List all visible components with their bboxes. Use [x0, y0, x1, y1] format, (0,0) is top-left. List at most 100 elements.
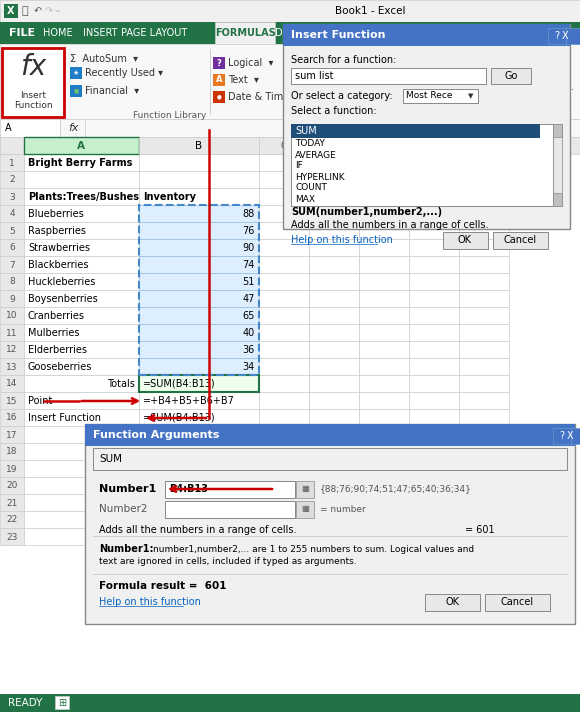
Text: ⎙: ⎙	[21, 6, 28, 16]
Bar	[288, 57, 300, 69]
Text: INSERT: INSERT	[83, 28, 117, 38]
Text: ★: ★	[73, 70, 79, 76]
Text: FILE: FILE	[9, 28, 35, 38]
Bar	[165, 481, 295, 498]
Bar	[409, 188, 459, 205]
Text: Lookup & Reference ▾: Lookup & Reference ▾	[303, 58, 401, 68]
Text: Number1: Number1	[99, 484, 156, 494]
Bar	[24, 528, 139, 545]
Bar	[213, 57, 225, 69]
Bar	[459, 171, 509, 188]
Text: C: C	[281, 141, 287, 151]
Text: X: X	[567, 431, 573, 441]
Bar	[409, 358, 459, 375]
Bar	[139, 528, 259, 545]
Bar	[309, 528, 359, 545]
Text: ↷: ↷	[45, 6, 53, 16]
Bar	[359, 137, 409, 154]
Bar	[409, 137, 459, 154]
Bar	[139, 375, 259, 392]
Text: fx: fx	[20, 53, 46, 81]
Text: SUM: SUM	[99, 454, 122, 464]
Bar	[259, 154, 309, 171]
Text: 40: 40	[243, 328, 255, 338]
Text: G: G	[480, 141, 488, 151]
Bar	[0, 511, 24, 528]
Text: 12: 12	[6, 345, 17, 355]
Bar	[459, 290, 509, 307]
Text: ▦: ▦	[301, 484, 309, 493]
Text: Function: Function	[14, 100, 52, 110]
Text: MAX: MAX	[295, 194, 315, 204]
Bar	[259, 341, 309, 358]
Text: ▦: ▦	[301, 505, 309, 513]
Bar	[359, 426, 409, 443]
Text: PAGE LAYOUT: PAGE LAYOUT	[121, 28, 187, 38]
Bar	[459, 426, 509, 443]
Bar	[0, 392, 24, 409]
Bar	[139, 307, 259, 324]
Text: Name: Name	[440, 72, 469, 82]
Bar	[359, 443, 409, 460]
Bar	[459, 154, 509, 171]
Text: HYPERLINK: HYPERLINK	[295, 172, 345, 182]
Text: B: B	[195, 141, 202, 151]
Bar	[259, 528, 309, 545]
Text: FORMULAS: FORMULAS	[215, 28, 276, 38]
Text: 74: 74	[242, 260, 255, 270]
Bar	[359, 290, 409, 307]
Text: 15: 15	[6, 397, 18, 406]
Bar	[259, 188, 309, 205]
Text: A: A	[77, 141, 85, 151]
Bar	[309, 171, 359, 188]
Bar	[425, 594, 480, 611]
Bar	[259, 460, 309, 477]
Text: Bright Berry Farms: Bright Berry Farms	[28, 158, 132, 168]
Bar	[359, 239, 409, 256]
Text: Σ  AutoSum  ▾: Σ AutoSum ▾	[70, 54, 138, 64]
Text: TODAY: TODAY	[295, 140, 325, 149]
Bar	[359, 494, 409, 511]
Text: Help on this function: Help on this function	[99, 597, 201, 607]
Bar	[139, 392, 259, 409]
Bar	[459, 137, 509, 154]
Text: Strawberries: Strawberries	[28, 243, 90, 253]
Bar	[0, 222, 24, 239]
Text: 14: 14	[6, 379, 17, 389]
Bar	[139, 358, 259, 375]
Bar	[139, 511, 259, 528]
Bar	[259, 205, 309, 222]
Bar	[459, 511, 509, 528]
Bar	[24, 358, 139, 375]
Text: IF: IF	[295, 162, 303, 170]
Bar	[288, 74, 300, 86]
Text: ⊞: ⊞	[58, 698, 66, 708]
Text: DATA: DATA	[276, 28, 300, 38]
Bar	[259, 494, 309, 511]
Bar	[0, 137, 24, 154]
Bar	[459, 256, 509, 273]
Bar	[0, 205, 24, 222]
Bar	[291, 68, 486, 84]
Bar	[553, 124, 562, 137]
Bar	[359, 273, 409, 290]
Bar	[409, 494, 459, 511]
Bar	[70, 85, 82, 97]
Bar	[309, 392, 359, 409]
Bar	[139, 341, 259, 358]
Text: Totals: Totals	[107, 379, 135, 389]
Bar	[443, 232, 488, 249]
Bar	[139, 171, 259, 188]
Bar	[359, 307, 409, 324]
Text: REVIEW: REVIEW	[305, 28, 343, 38]
Text: HOME: HOME	[43, 28, 73, 38]
Bar	[309, 137, 359, 154]
Bar	[359, 324, 409, 341]
Text: F: F	[431, 141, 437, 151]
Bar	[459, 205, 509, 222]
Text: =+B4+B5+B6+B7: =+B4+B5+B6+B7	[143, 396, 235, 406]
Bar	[288, 91, 300, 103]
Bar	[24, 511, 139, 528]
Bar	[139, 154, 259, 171]
Text: Inventory: Inventory	[143, 192, 196, 202]
